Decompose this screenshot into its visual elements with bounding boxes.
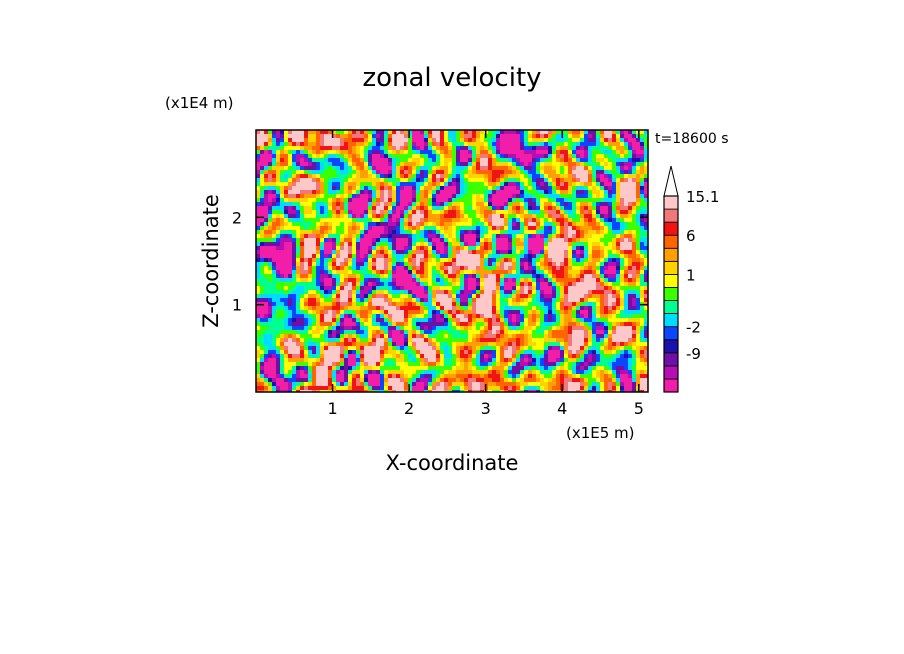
colorbar-band-3 [663, 339, 679, 354]
y-unit-label: (x1E4 m) [165, 94, 234, 112]
y-tick-label-1: 2 [232, 208, 242, 227]
colorbar-band-8 [663, 273, 679, 288]
velocity-field [256, 130, 648, 392]
colorbar-overflow-arrow [663, 165, 679, 197]
colorbar-band-13 [663, 208, 679, 223]
x-tick-label-2: 3 [481, 399, 491, 418]
colorbar-band-4 [663, 326, 679, 341]
x-axis-label: X-coordinate [386, 451, 519, 475]
colorbar-label-11: 6 [686, 227, 696, 245]
x-tick-label-4: 5 [634, 399, 644, 418]
x-tick-label-1: 2 [404, 399, 414, 418]
colorbar-label-2: -9 [686, 345, 701, 363]
colorbar-band-5 [663, 313, 679, 328]
plot-frame [255, 129, 649, 393]
x-axis: 1 2 3 4 5 [327, 130, 644, 418]
colorbar-label-8: 1 [686, 266, 696, 284]
colorbar-band-6 [663, 300, 679, 314]
time-label: t=18600 s [655, 131, 729, 147]
colorbar-band-9 [663, 260, 679, 275]
colorbar-label-4: -2 [686, 319, 701, 337]
y-axis: 12 [232, 208, 648, 315]
colorbar-label-14: 15.1 [686, 188, 719, 206]
y-tick-label-0: 1 [232, 296, 242, 315]
colorbar-band-10 [663, 247, 679, 262]
x-tick-label-0: 1 [327, 399, 337, 418]
colorbar-band-2 [663, 352, 679, 367]
colorbar-band-1 [663, 365, 679, 380]
colorbar-band-7 [663, 287, 679, 301]
x-tick-label-3: 4 [557, 399, 567, 418]
colorbar-band-0 [663, 378, 679, 393]
colorbar-band-12 [663, 221, 679, 236]
colorbar-band-14 [663, 195, 679, 210]
y-axis-label: Z-coordinate [199, 194, 223, 328]
colorbar-frame [663, 195, 679, 393]
colorbar-band-11 [663, 234, 679, 249]
chart-title: zonal velocity [362, 63, 541, 93]
colorbar: -9 -2 1 6 15.1 [663, 165, 719, 393]
x-unit-label: (x1E5 m) [566, 424, 635, 442]
